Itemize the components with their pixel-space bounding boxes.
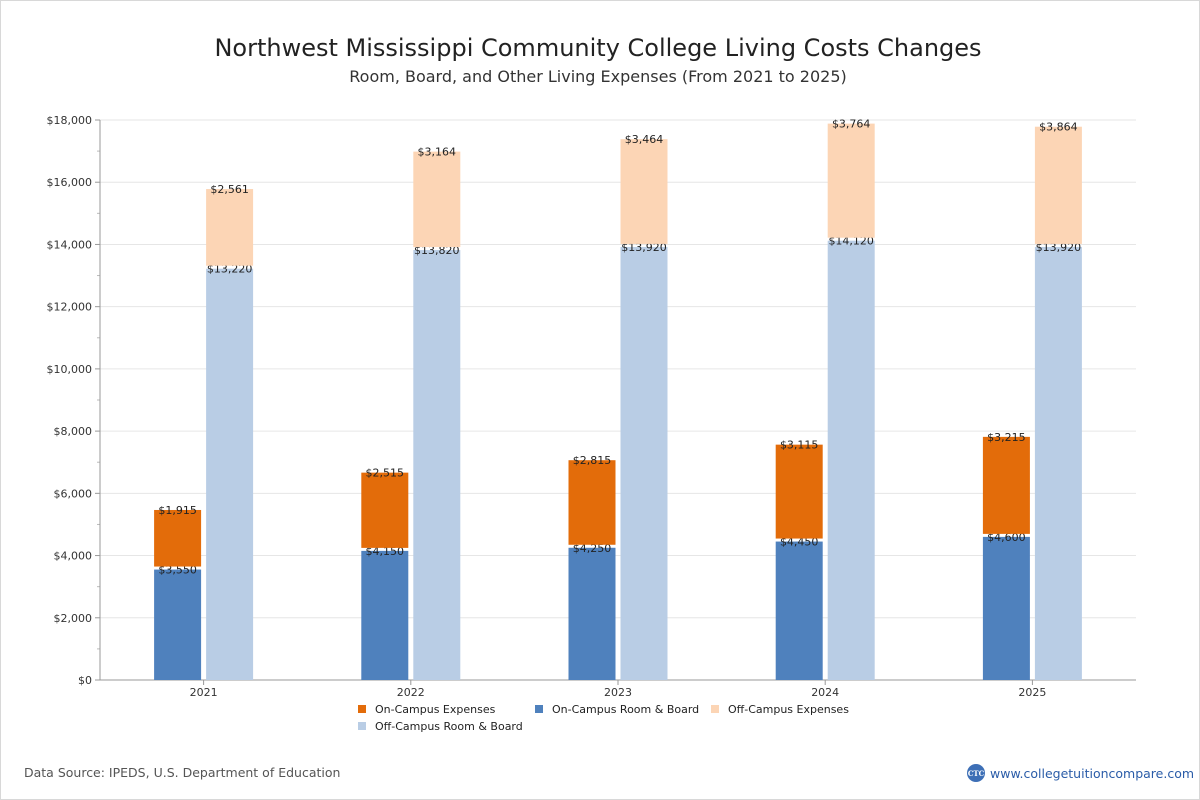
data-label: $3,550 — [158, 564, 197, 577]
bar-off-campus-room-board-2025[interactable] — [1034, 246, 1082, 680]
data-label: $4,600 — [987, 531, 1026, 544]
data-source: Data Source: IPEDS, U.S. Department of E… — [24, 765, 341, 780]
data-label: $13,920 — [621, 241, 667, 254]
bar-on-campus-room-board-2023[interactable] — [568, 547, 616, 680]
y-tick-label: $2,000 — [54, 612, 93, 625]
y-tick-label: $16,000 — [47, 176, 93, 189]
data-label: $3,864 — [1039, 121, 1078, 134]
y-tick-label: $14,000 — [47, 238, 93, 251]
legend-label: Off-Campus Expenses — [728, 703, 849, 716]
x-tick-label: 2022 — [397, 686, 425, 699]
bar-on-campus-room-board-2024[interactable] — [775, 541, 823, 680]
bar-off-campus-room-board-2023[interactable] — [620, 246, 668, 680]
y-tick-label: $12,000 — [47, 301, 93, 314]
y-tick-label: $18,000 — [47, 114, 93, 127]
y-tick-label: $10,000 — [47, 363, 93, 376]
bar-off-campus-expenses-2025[interactable] — [1034, 126, 1082, 244]
bar-off-campus-expenses-2021[interactable] — [206, 189, 254, 266]
bar-on-campus-room-board-2025[interactable] — [982, 536, 1030, 680]
data-label: $13,220 — [207, 263, 253, 276]
bar-off-campus-expenses-2022[interactable] — [413, 151, 461, 248]
bar-on-campus-expenses-2024[interactable] — [775, 444, 823, 539]
bar-on-campus-expenses-2023[interactable] — [568, 460, 616, 545]
x-tick-label: 2024 — [811, 686, 839, 699]
data-label: $2,515 — [366, 467, 405, 480]
data-label: $3,164 — [418, 146, 457, 159]
chart-title: Northwest Mississippi Community College … — [214, 34, 982, 62]
data-label: $3,764 — [832, 118, 871, 131]
bar-on-campus-room-board-2021[interactable] — [154, 569, 202, 680]
data-label: $4,150 — [366, 545, 405, 558]
y-tick-label: $0 — [78, 674, 92, 687]
data-label: $2,561 — [210, 183, 249, 196]
legend-swatch — [358, 722, 366, 730]
legend-label: On-Campus Expenses — [375, 703, 496, 716]
bar-on-campus-expenses-2025[interactable] — [982, 436, 1030, 534]
x-tick-label: 2025 — [1018, 686, 1046, 699]
plot-area — [100, 120, 1136, 680]
brand-url[interactable]: www.collegetuitioncompare.com — [990, 765, 1195, 781]
brand-link[interactable]: CTC www.collegetuitioncompare.com — [967, 764, 1194, 782]
data-label: $13,820 — [414, 244, 460, 257]
data-label: $13,920 — [1036, 241, 1082, 254]
data-label: $1,915 — [158, 504, 197, 517]
bar-on-campus-expenses-2022[interactable] — [361, 472, 409, 548]
data-label: $4,450 — [780, 536, 819, 549]
data-label: $3,215 — [987, 431, 1026, 444]
y-tick-label: $6,000 — [54, 487, 93, 500]
ctc-logo-icon: CTC — [967, 764, 985, 782]
bar-on-campus-room-board-2022[interactable] — [361, 550, 409, 680]
legend-swatch — [711, 705, 719, 713]
data-label: $14,120 — [828, 235, 874, 248]
bar-off-campus-room-board-2021[interactable] — [206, 268, 254, 680]
legend-swatch — [358, 705, 366, 713]
y-tick-label: $4,000 — [54, 550, 93, 563]
legend-swatch — [535, 705, 543, 713]
data-label: $2,815 — [573, 454, 612, 467]
data-label: $4,250 — [573, 542, 612, 555]
bar-off-campus-room-board-2022[interactable] — [413, 250, 461, 681]
bar-off-campus-expenses-2024[interactable] — [827, 123, 875, 238]
chart-subtitle: Room, Board, and Other Living Expenses (… — [349, 67, 847, 86]
y-tick-label: $8,000 — [54, 425, 93, 438]
legend-label: Off-Campus Room & Board — [375, 720, 523, 733]
data-label: $3,464 — [625, 133, 664, 146]
data-label: $3,115 — [780, 439, 819, 452]
legend-label: On-Campus Room & Board — [552, 703, 699, 716]
x-tick-label: 2023 — [604, 686, 632, 699]
bar-off-campus-expenses-2023[interactable] — [620, 139, 668, 244]
bar-off-campus-room-board-2024[interactable] — [827, 240, 875, 680]
bar-on-campus-expenses-2021[interactable] — [154, 509, 202, 567]
x-tick-label: 2021 — [190, 686, 218, 699]
